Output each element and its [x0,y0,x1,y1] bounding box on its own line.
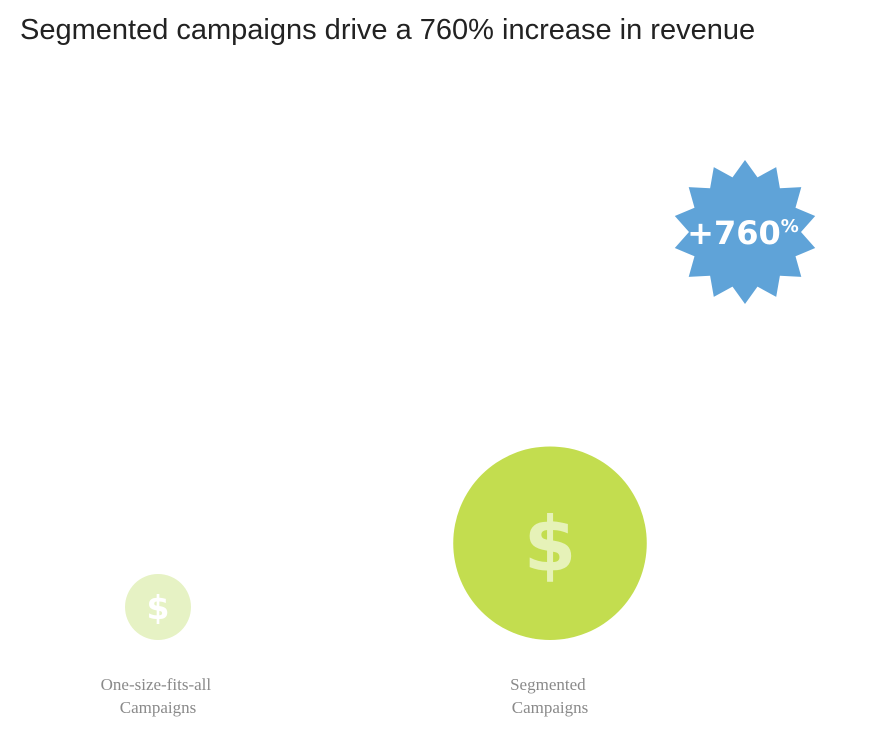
bubble-large-group: $ [453,446,647,640]
category-label-segmented: Segmented Campaigns [510,675,590,717]
category-label-line: Campaigns [120,698,197,717]
dollar-sign-icon: $ [524,500,577,588]
badge-percent: % [781,216,799,237]
dollar-sign-icon: $ [147,588,170,627]
category-label-line: Campaigns [512,698,589,717]
badge-label: +760% [687,214,799,252]
category-label-one-size-fits-all: One-size-fits-all Campaigns [101,675,216,717]
category-label-line: Segmented [510,675,586,694]
bubble-small-group: $ [125,574,191,640]
badge-value: +760 [687,214,781,252]
bubble-segmented [453,446,647,640]
starburst-badge-icon [674,160,816,304]
starburst-badge: +760% [674,160,816,304]
category-label-line: One-size-fits-all [101,675,212,694]
bubble-one-size-fits-all [125,574,191,640]
chart-title: Segmented campaigns drive a 760% increas… [20,14,756,46]
